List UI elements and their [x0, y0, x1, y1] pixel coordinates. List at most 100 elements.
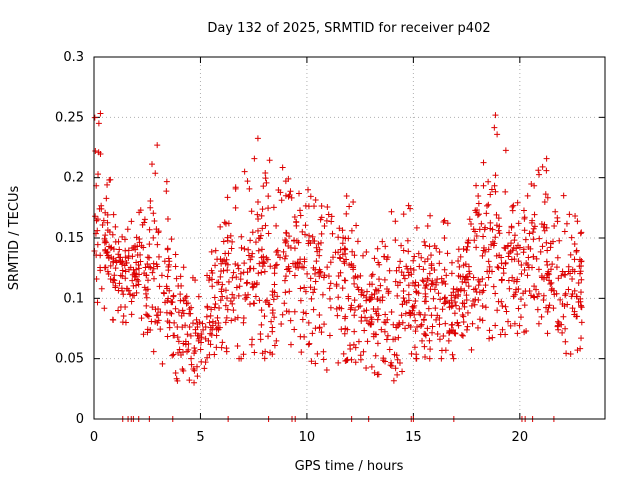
data-point — [506, 285, 513, 292]
data-point — [411, 302, 418, 309]
data-point — [364, 288, 371, 295]
data-point — [466, 216, 473, 223]
data-point — [577, 289, 584, 296]
data-point — [147, 327, 154, 334]
data-point — [397, 279, 404, 286]
data-point — [143, 294, 150, 301]
data-point — [249, 284, 256, 291]
data-point — [273, 222, 280, 229]
data-point — [412, 298, 419, 305]
data-point — [569, 266, 576, 273]
data-point — [486, 335, 493, 342]
data-point — [156, 283, 163, 290]
data-point — [415, 250, 422, 257]
data-point — [245, 252, 252, 259]
data-point — [485, 178, 492, 185]
data-point — [436, 260, 443, 267]
data-point — [291, 272, 298, 279]
data-point — [337, 255, 344, 262]
data-point — [454, 319, 461, 326]
data-point — [546, 277, 553, 284]
data-point — [286, 233, 293, 240]
data-point — [224, 234, 231, 241]
data-point — [396, 360, 403, 367]
data-point — [444, 220, 451, 227]
data-point — [418, 321, 425, 328]
data-point — [163, 309, 170, 316]
data-point — [192, 347, 199, 354]
data-point — [468, 346, 475, 353]
data-point — [450, 285, 457, 292]
data-point — [291, 245, 298, 252]
data-point — [351, 280, 358, 287]
data-point — [426, 337, 433, 344]
data-point — [122, 303, 129, 310]
data-point — [158, 272, 165, 279]
data-point — [163, 283, 170, 290]
data-point — [498, 277, 505, 284]
data-point — [229, 238, 236, 245]
data-point — [135, 265, 142, 272]
data-point — [368, 316, 375, 323]
data-point — [286, 288, 293, 295]
data-point — [405, 322, 412, 329]
data-point — [222, 319, 229, 326]
data-point — [427, 346, 434, 353]
data-point — [450, 355, 457, 362]
data-point — [269, 307, 276, 314]
data-point — [420, 316, 427, 323]
data-point — [392, 365, 399, 372]
data-point — [271, 270, 278, 277]
data-point — [432, 305, 439, 312]
data-point — [120, 291, 127, 298]
data-point — [495, 264, 502, 271]
data-point — [528, 219, 535, 226]
data-point — [419, 337, 426, 344]
data-point — [119, 287, 126, 294]
data-point — [369, 281, 376, 288]
data-point — [494, 263, 501, 270]
data-point — [571, 256, 578, 263]
data-point — [330, 254, 337, 261]
data-point — [577, 345, 584, 352]
data-point — [384, 332, 391, 339]
data-point — [246, 185, 253, 192]
data-point — [323, 217, 330, 224]
data-point — [202, 323, 209, 330]
data-point — [251, 349, 258, 356]
data-point — [494, 131, 501, 138]
data-point — [148, 161, 155, 168]
data-point — [351, 297, 358, 304]
data-point — [399, 301, 406, 308]
data-point — [569, 305, 576, 312]
data-point — [180, 297, 187, 304]
data-point — [225, 278, 232, 285]
data-point — [288, 194, 295, 201]
data-point — [297, 285, 304, 292]
data-point — [154, 263, 161, 270]
data-point — [299, 316, 306, 323]
data-point — [526, 230, 533, 237]
data-point — [351, 307, 358, 314]
data-point — [271, 342, 278, 349]
data-point — [137, 258, 144, 265]
data-point — [223, 345, 230, 352]
data-point — [282, 192, 289, 199]
data-point — [562, 292, 569, 299]
data-point — [172, 370, 179, 377]
data-point — [164, 318, 171, 325]
data-point — [449, 351, 456, 358]
data-point — [318, 230, 325, 237]
data-point — [440, 219, 447, 226]
data-point — [465, 283, 472, 290]
data-point — [102, 232, 109, 239]
data-point — [297, 212, 304, 219]
data-point — [145, 313, 152, 320]
data-point — [146, 254, 153, 261]
data-point — [130, 282, 137, 289]
data-point — [569, 276, 576, 283]
data-point — [221, 257, 228, 264]
data-point — [480, 182, 487, 189]
data-point — [264, 256, 271, 263]
data-point — [258, 246, 265, 253]
